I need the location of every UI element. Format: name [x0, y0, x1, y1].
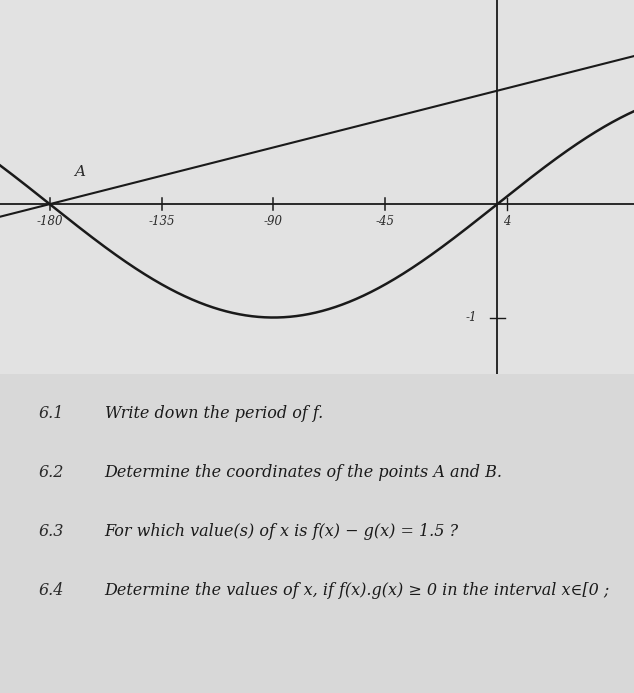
Text: Write down the period of f.: Write down the period of f. — [105, 405, 323, 423]
Text: 6.1: 6.1 — [38, 405, 63, 423]
Text: 4: 4 — [503, 216, 511, 229]
Text: 6.4: 6.4 — [38, 582, 63, 599]
Text: -135: -135 — [148, 216, 175, 229]
Text: -90: -90 — [264, 216, 283, 229]
Text: For which value(s) of x is f(x) − g(x) = 1.5 ?: For which value(s) of x is f(x) − g(x) =… — [105, 523, 459, 541]
Text: Determine the coordinates of the points A and B.: Determine the coordinates of the points … — [105, 464, 503, 482]
Text: Determine the values of x, if f(x).g(x) ≥ 0 in the interval x∈[0 ;: Determine the values of x, if f(x).g(x) … — [105, 582, 610, 599]
Text: -1: -1 — [466, 311, 477, 324]
Text: -45: -45 — [376, 216, 395, 229]
Text: A: A — [75, 165, 86, 179]
Text: -180: -180 — [37, 216, 63, 229]
Text: 6.2: 6.2 — [38, 464, 63, 482]
Text: 6.3: 6.3 — [38, 523, 63, 541]
